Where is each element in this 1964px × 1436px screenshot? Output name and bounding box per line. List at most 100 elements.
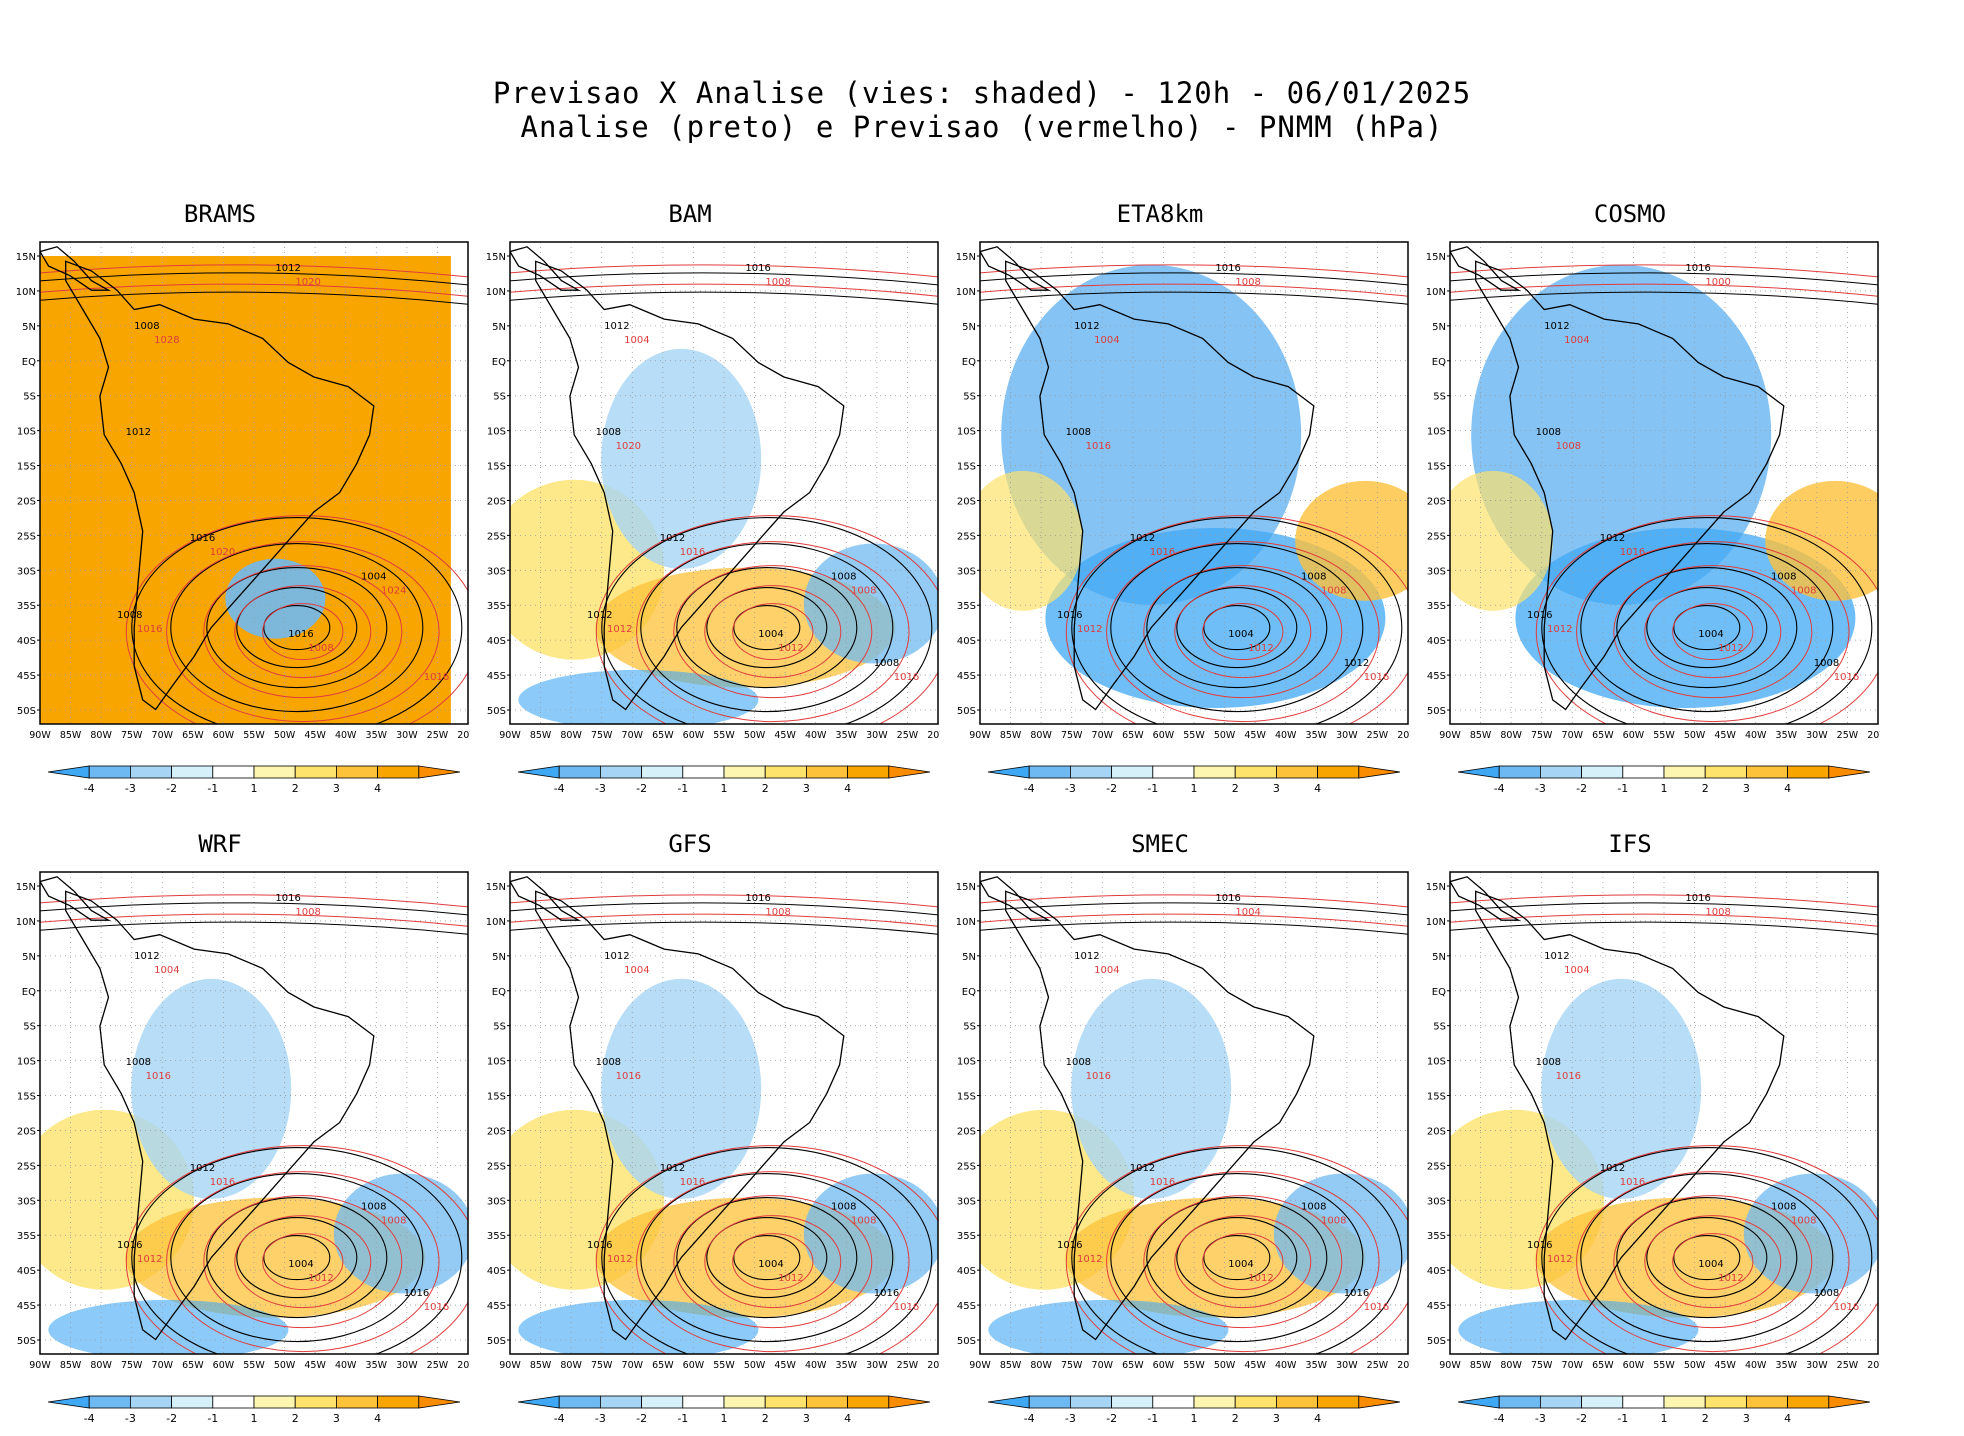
analysis-isobar-label: 1016	[745, 263, 770, 274]
bias-shading-1	[1045, 527, 1386, 708]
forecast-isobar	[732, 1233, 814, 1291]
analysis-isobar	[640, 1173, 894, 1343]
colorbar-label: 4	[374, 1412, 381, 1425]
analysis-isobar-label: 1008	[1301, 1201, 1326, 1212]
latitude-tick-label: 35S	[487, 1231, 506, 1242]
analysis-isobar-label: 1008	[1814, 658, 1839, 669]
forecast-isobar	[262, 603, 344, 661]
colorbar-swatch	[1622, 765, 1665, 779]
latitude-tick-label: 50S	[1427, 706, 1446, 717]
longitude-tick-label: 20W	[457, 730, 470, 741]
longitude-tick-label: 50W	[744, 730, 766, 741]
longitude-tick-label: 65W	[182, 730, 204, 741]
longitude-tick-label: 50W	[1214, 730, 1236, 741]
analysis-isobar-label: 1004	[758, 1259, 783, 1270]
panel-gfs: GFS 1016 1012 1008 1012 1016 1008 1004 1016 1016 1…	[470, 830, 940, 1430]
latitude-tick-label: 15S	[1427, 1092, 1446, 1103]
forecast-isobar-label: 1012	[778, 643, 803, 654]
forecast-isobar	[980, 913, 1408, 927]
colorbar-label: 2	[1702, 1412, 1709, 1425]
latitude-tick-label: 5N	[492, 952, 506, 963]
colorbar-swatch	[888, 1395, 931, 1409]
longitude-tick-label: 60W	[1623, 1360, 1645, 1371]
analysis-isobar-label: 1016	[1057, 610, 1082, 621]
forecast-isobar	[595, 515, 938, 724]
analysis-isobar	[733, 605, 801, 651]
longitude-tick-label: 55W	[713, 1360, 735, 1371]
analysis-isobar-label: 1008	[831, 1201, 856, 1212]
latitude-tick-label: 10S	[17, 1057, 36, 1068]
analysis-isobar-label: 1008	[1814, 1288, 1839, 1299]
analysis-isobar	[510, 272, 938, 286]
colorbar-swatch	[335, 1395, 378, 1409]
forecast-isobar-label: 1008	[765, 277, 790, 288]
longitude-tick-label: 85W	[530, 1360, 552, 1371]
forecast-isobar	[40, 264, 468, 278]
longitude-tick-label: 35W	[1776, 1360, 1798, 1371]
colorbar-swatch	[1111, 765, 1154, 779]
latitude-tick-label: 10S	[1427, 427, 1446, 438]
analysis-isobar	[980, 272, 1408, 286]
longitude-tick-label: 65W	[1592, 730, 1614, 741]
analysis-isobar-label: 1008	[1771, 571, 1796, 582]
colorbar-label: 4	[844, 1412, 851, 1425]
longitude-tick-label: 80W	[560, 1360, 582, 1371]
bias-shading-1	[225, 558, 326, 639]
longitude-tick-label: 80W	[90, 730, 112, 741]
colorbar-swatch	[987, 765, 1030, 779]
forecast-isobar-label: 1004	[1235, 907, 1260, 918]
latitude-tick-label: EQ	[1432, 357, 1446, 368]
colorbar-swatch	[47, 765, 90, 779]
forecast-isobar	[1535, 1145, 1878, 1354]
longitude-tick-label: 70W	[1092, 730, 1114, 741]
analysis-isobar	[170, 1173, 424, 1343]
longitude-tick-label: 70W	[622, 730, 644, 741]
colorbar-label: 1	[251, 1412, 258, 1425]
forecast-isobar-label: 1008	[308, 643, 333, 654]
panel-title: BAM	[668, 200, 712, 228]
colorbar-label: 2	[762, 1412, 769, 1425]
map-figure: 1016 1012 1008 1012 1016 1008 1004 1016 1016 1012…	[956, 871, 1410, 1425]
latitude-tick-label: 10N	[956, 917, 976, 928]
analysis-isobar	[1450, 272, 1878, 286]
colorbar-swatch	[1317, 765, 1360, 779]
latitude-tick-label: 30S	[487, 566, 506, 577]
analysis-isobar	[1646, 1217, 1768, 1299]
forecast-isobar	[595, 1145, 938, 1354]
analysis-isobar-label: 1004	[1228, 1259, 1253, 1270]
colorbar-label: -3	[1065, 1412, 1076, 1425]
colorbar-swatch	[1539, 765, 1582, 779]
colorbar-swatch	[558, 765, 601, 779]
analysis-isobar	[1146, 567, 1328, 689]
forecast-isobar	[510, 913, 938, 927]
colorbar-swatch	[1787, 1395, 1830, 1409]
longitude-tick-label: 70W	[1092, 1360, 1114, 1371]
central-america-outline	[1450, 876, 1521, 921]
forecast-isobar-label: 1012	[1718, 643, 1743, 654]
longitude-tick-label: 20W	[927, 1360, 940, 1371]
forecast-isobar-label: 1008	[765, 907, 790, 918]
analysis-isobar	[980, 921, 1408, 935]
analysis-isobar	[40, 921, 468, 935]
forecast-isobar-label: 1004	[1094, 335, 1119, 346]
latitude-tick-label: 15S	[487, 462, 506, 473]
longitude-tick-label: 30W	[396, 730, 418, 741]
analysis-isobar-label: 1008	[1771, 1201, 1796, 1212]
forecast-isobar-label: 1016	[616, 1071, 641, 1082]
longitude-tick-label: 45W	[1244, 730, 1266, 741]
bias-shading-2	[1071, 978, 1232, 1199]
latitude-tick-label: 15N	[956, 882, 976, 893]
colorbar-swatch	[805, 765, 848, 779]
analysis-isobar-label: 1016	[587, 1240, 612, 1251]
colorbar-swatch	[558, 1395, 601, 1409]
latitude-tick-label: 25S	[1427, 1161, 1446, 1172]
latitude-tick-label: 15N	[16, 252, 36, 263]
south-america-outline	[1005, 260, 1315, 711]
analysis-isobar-label: 1016	[404, 1288, 429, 1299]
bias-shading-3	[1273, 1173, 1408, 1294]
analysis-isobar	[601, 1147, 933, 1354]
longitude-tick-label: 40W	[1745, 1360, 1767, 1371]
forecast-isobar-label: 1012	[1248, 643, 1273, 654]
forecast-isobar	[704, 585, 842, 679]
bias-shading-2	[131, 978, 292, 1199]
